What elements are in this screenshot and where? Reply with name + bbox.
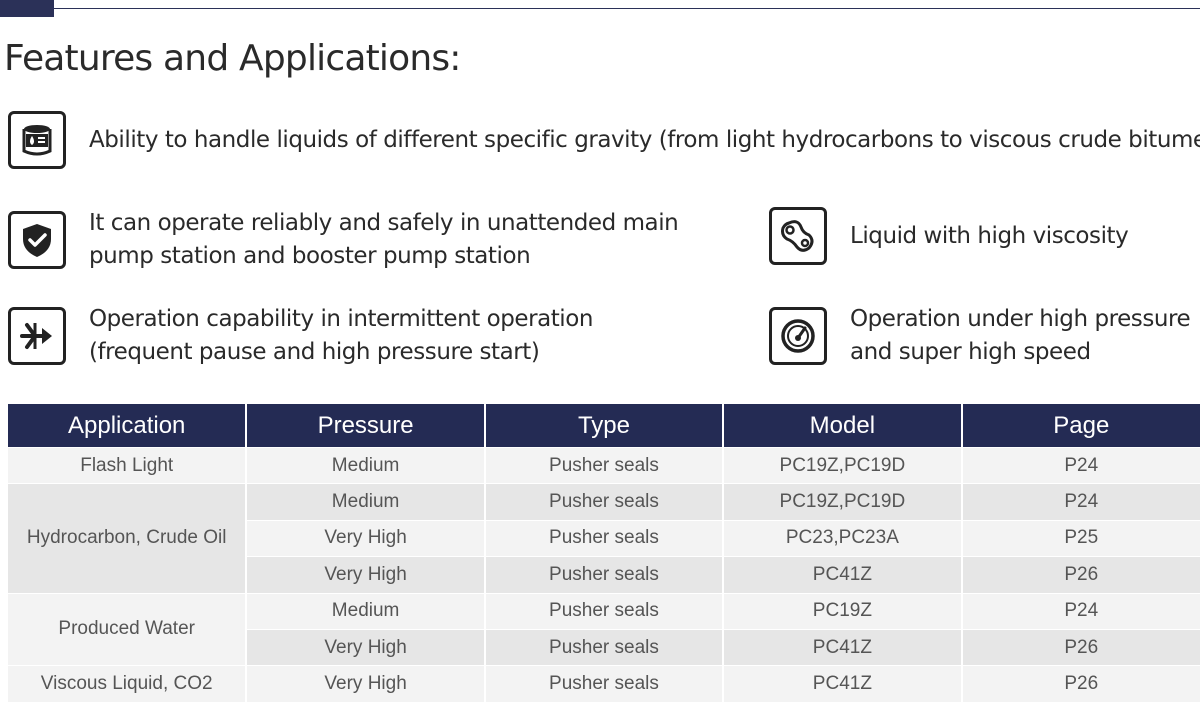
feature-text: Liquid with high viscosity xyxy=(850,220,1129,253)
table-row: Very High Pusher seals PC41Z P26 xyxy=(8,628,1200,666)
page-cell: P24 xyxy=(961,446,1200,484)
pressure-gauge-icon xyxy=(769,307,827,365)
page-cell: P26 xyxy=(961,628,1200,666)
model-cell: PC19Z,PC19D xyxy=(723,483,963,521)
feature-text-line: Ability to handle liquids of different s… xyxy=(89,126,1200,153)
pressure-cell: Medium xyxy=(246,446,486,484)
feature-text-line: Operation under high pressure xyxy=(850,306,1191,332)
pressure-cell: Medium xyxy=(246,483,486,521)
application-cell: Flash Light xyxy=(8,446,248,484)
applications-table: Application Pressure Type Model Page Fla… xyxy=(8,404,1200,702)
column-header-pressure: Pressure xyxy=(246,404,486,448)
page-cell: P24 xyxy=(961,483,1200,521)
model-cell: PC19Z,PC19D xyxy=(723,446,963,484)
type-cell: Pusher seals xyxy=(484,592,725,630)
page-cell: P24 xyxy=(961,592,1200,630)
column-header-page: Page xyxy=(961,404,1200,448)
page-cell: P25 xyxy=(961,519,1200,557)
type-cell: Pusher seals xyxy=(484,446,725,484)
feature-text: Operation capability in intermittent ope… xyxy=(89,303,593,369)
model-cell: PC41Z xyxy=(723,628,963,666)
application-cell: Viscous Liquid, CO2 xyxy=(8,665,248,702)
page-cell: P26 xyxy=(961,556,1200,594)
application-cell: Hydrocarbon, Crude Oil xyxy=(8,483,248,594)
viscous-liquid-icon xyxy=(769,207,827,265)
feature-text: It can operate reliably and safely in un… xyxy=(89,207,679,273)
feature-text: Ability to handle liquids of different s… xyxy=(89,124,1200,157)
feature-high-pressure-speed: Operation under high pressure and super … xyxy=(769,303,1191,369)
type-cell: Pusher seals xyxy=(484,483,725,521)
type-cell: Pusher seals xyxy=(484,628,725,666)
table-header-row: Application Pressure Type Model Page xyxy=(8,404,1200,448)
page-title: Features and Applications: xyxy=(4,38,461,79)
model-cell: PC19Z xyxy=(723,592,963,630)
column-header-model: Model xyxy=(723,404,963,448)
type-cell: Pusher seals xyxy=(484,519,725,557)
pressure-cell: Very High xyxy=(246,628,486,666)
table-row: Very High Pusher seals PC23,PC23A P25 xyxy=(8,519,1200,557)
column-header-application: Application xyxy=(8,404,248,448)
feature-text-line: It can operate reliably and safely in un… xyxy=(89,210,679,236)
shield-check-icon xyxy=(8,211,66,269)
feature-text-line: Liquid with high viscosity xyxy=(850,222,1129,249)
intermittent-flow-icon xyxy=(8,307,66,365)
table-row: Hydrocarbon, Crude Oil Medium Pusher sea… xyxy=(8,483,1200,594)
feature-text-line: Operation capability in intermittent ope… xyxy=(89,306,593,332)
feature-text-line: (frequent pause and high pressure start) xyxy=(89,339,540,365)
table-row: Viscous Liquid, CO2 Very High Pusher sea… xyxy=(8,665,1200,702)
column-header-type: Type xyxy=(484,404,725,448)
feature-unattended-operation: It can operate reliably and safely in un… xyxy=(8,207,679,273)
feature-high-viscosity: Liquid with high viscosity xyxy=(769,207,1129,265)
feature-text-line: and super high speed xyxy=(850,339,1091,365)
page-cell: P26 xyxy=(961,665,1200,702)
table-row: Very High Pusher seals PC41Z P26 xyxy=(8,556,1200,594)
table-row: Produced Water Medium Pusher seals PC19Z… xyxy=(8,592,1200,666)
top-divider-line xyxy=(54,8,1200,9)
pressure-cell: Very High xyxy=(246,556,486,594)
model-cell: PC41Z xyxy=(723,665,963,702)
feature-text-line: pump station and booster pump station xyxy=(89,243,531,269)
application-cell: Produced Water xyxy=(8,592,248,666)
feature-text: Operation under high pressure and super … xyxy=(850,303,1191,369)
feature-intermittent-operation: Operation capability in intermittent ope… xyxy=(8,303,593,369)
model-cell: PC41Z xyxy=(723,556,963,594)
type-cell: Pusher seals xyxy=(484,556,725,594)
model-cell: PC23,PC23A xyxy=(723,519,963,557)
pressure-cell: Medium xyxy=(246,592,486,630)
feature-liquid-gravity: Ability to handle liquids of different s… xyxy=(8,111,1200,169)
top-accent-bar xyxy=(0,0,54,17)
table-row: Flash Light Medium Pusher seals PC19Z,PC… xyxy=(8,446,1200,484)
type-cell: Pusher seals xyxy=(484,665,725,702)
pressure-cell: Very High xyxy=(246,519,486,557)
oil-barrel-icon xyxy=(8,111,66,169)
pressure-cell: Very High xyxy=(246,665,486,702)
